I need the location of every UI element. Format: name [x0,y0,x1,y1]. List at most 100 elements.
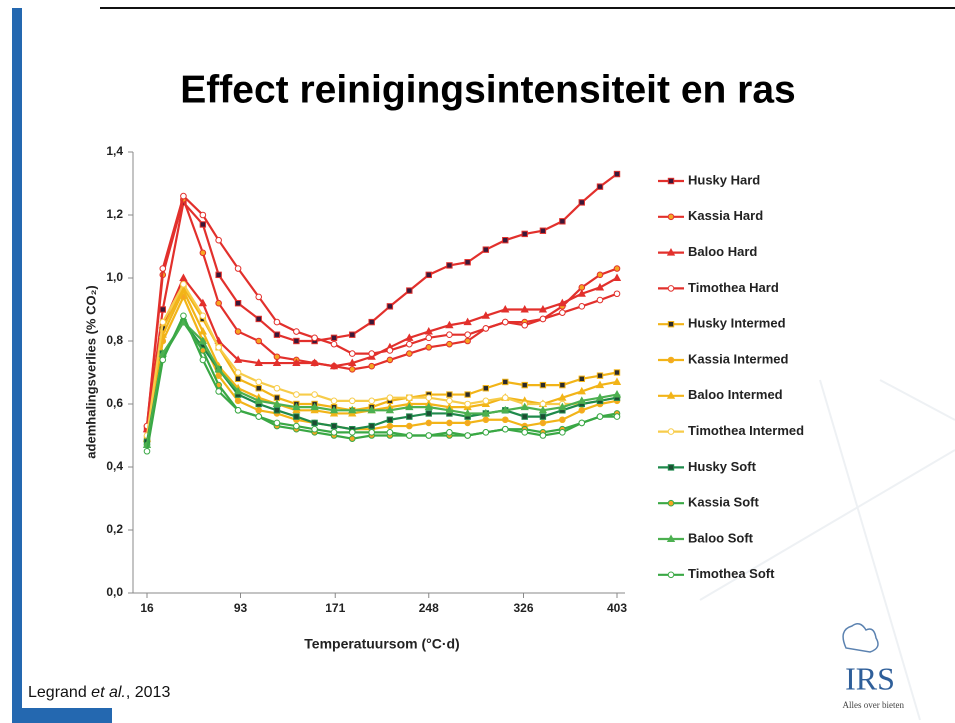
y-axis-label: ademhalingsverlies (% CO₂) [83,285,98,458]
marker [406,413,413,420]
marker [613,170,621,178]
marker [501,318,509,326]
marker [464,331,471,339]
marker [330,429,338,436]
marker [330,334,338,342]
marker [311,334,318,342]
marker [180,312,187,320]
legend-label: Timothea Intermed [688,423,804,438]
marker [612,273,622,281]
marker [666,391,676,399]
marker [215,236,222,244]
marker [482,325,490,332]
marker [502,237,509,244]
y-tick-label: 1,2 [106,207,123,221]
watermark [699,379,955,721]
marker [234,375,242,383]
marker [667,213,675,221]
marker [198,298,208,307]
marker [445,320,454,329]
series [143,192,621,430]
marker [348,435,356,442]
marker [520,304,529,313]
marker [255,378,263,386]
logo: IRS Alles over bieten [842,623,905,710]
marker [254,396,263,404]
marker [666,248,676,256]
marker [425,271,432,279]
marker [386,429,394,436]
marker [159,356,167,364]
marker [425,410,432,417]
legend-item: Baloo Intermed [658,387,783,402]
marker [386,356,394,364]
legend-item: Timothea Intermed [658,423,804,438]
marker [293,337,300,345]
marker [538,405,548,414]
marker [311,419,318,427]
marker [464,432,471,439]
logo-icon [842,623,879,653]
marker [501,425,509,433]
marker [180,192,187,200]
marker [368,318,375,326]
marker [330,340,338,348]
marker [613,290,621,298]
marker [348,397,356,405]
marker [198,327,208,335]
marker [293,413,300,420]
marker [199,221,207,228]
marker [292,402,301,411]
marker [386,394,394,402]
marker [368,397,375,405]
marker [463,317,472,326]
legend-label: Kassia Intermed [688,351,788,366]
marker [667,321,675,328]
marker [464,400,471,408]
marker [559,309,566,316]
marker [501,416,509,424]
marker [446,391,453,398]
marker [667,428,675,435]
marker [539,419,547,427]
marker [199,356,207,364]
marker [596,413,604,420]
marker [539,315,547,323]
logo-tagline: Alles over bieten [843,700,905,710]
marker [667,285,675,292]
marker [539,413,547,420]
legend-label: Husky Hard [688,172,760,187]
marker [558,298,567,307]
marker [667,356,675,364]
marker [596,296,604,304]
bottom-bar [12,708,112,723]
marker [539,432,547,439]
y-tick-label: 0,4 [106,459,123,473]
marker [368,429,375,436]
marker [578,303,586,310]
legend-label: Baloo Intermed [688,387,783,402]
chart-title: Effect reinigingsintensiteit en ras [180,68,795,111]
marker [159,306,166,313]
marker [348,350,356,357]
source: Legrand et al., 2013 [28,684,170,701]
marker [406,340,413,348]
marker [612,377,622,385]
legend-item: Timothea Hard [658,280,779,295]
marker [667,499,675,507]
marker [255,385,262,392]
marker [386,416,394,423]
marker [559,416,566,424]
marker [234,265,242,272]
y-tick-label: 1,0 [106,270,123,284]
marker [482,385,490,392]
marker [199,312,207,320]
source-year: , 2013 [126,684,171,701]
marker [215,299,222,307]
marker [425,344,433,351]
marker [464,391,471,398]
side-bar [12,8,22,723]
marker [464,419,471,427]
marker [667,464,675,471]
